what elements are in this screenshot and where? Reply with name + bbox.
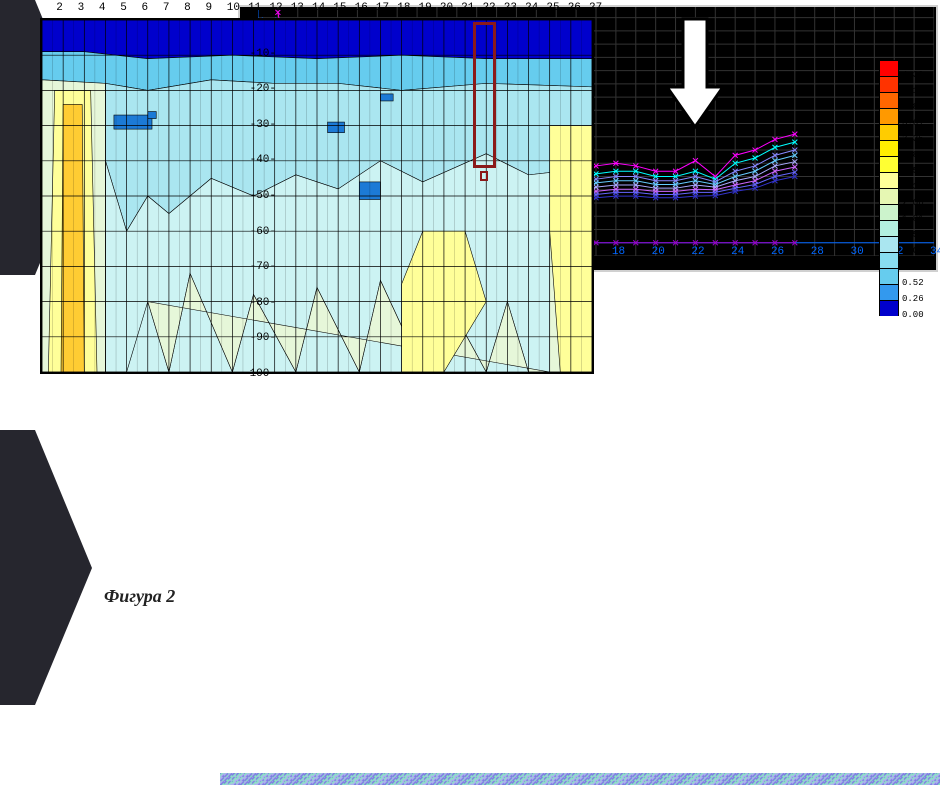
- noise-strip: [220, 773, 940, 785]
- contour-chart-plot: [40, 18, 594, 374]
- highlight-marker: [473, 22, 496, 168]
- pointer-fig2: [0, 430, 92, 705]
- colorbar: 4.394.133.873.613.352.842.582.322.061.81…: [879, 60, 935, 360]
- highlight-marker-tip: [480, 171, 488, 181]
- label-fig2: Фигура 2: [104, 586, 175, 607]
- down-arrow-icon: [663, 15, 727, 133]
